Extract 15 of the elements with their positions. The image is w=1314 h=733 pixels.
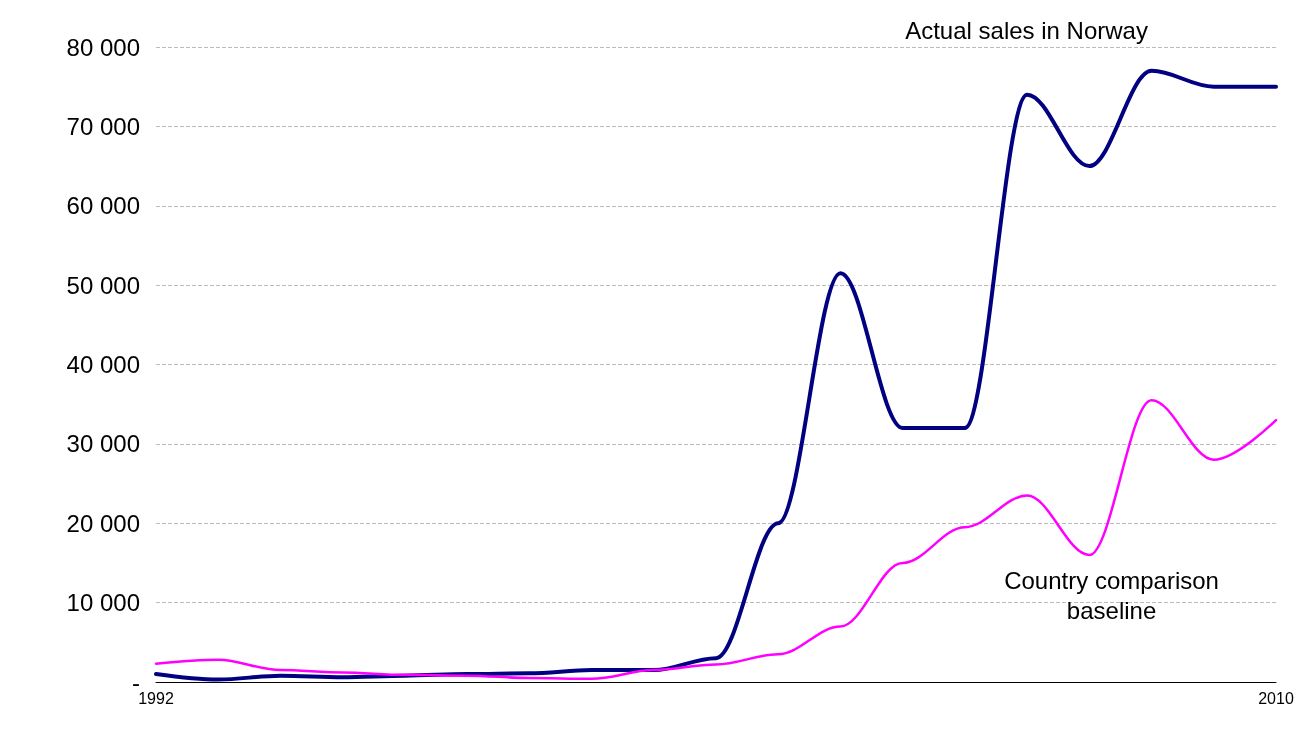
line-series <box>154 398 1278 681</box>
y-tick-label: 60 000 <box>66 192 140 220</box>
y-tick-label: - <box>132 668 140 696</box>
line-series <box>154 68 1278 682</box>
x-tick-label: 1992 <box>138 689 174 707</box>
y-tick-label: 30 000 <box>66 430 140 458</box>
y-tick-label: 50 000 <box>66 271 140 299</box>
y-tick-label: 20 000 <box>66 509 140 537</box>
series-label: Actual sales in Norway <box>905 17 1148 45</box>
y-tick-label: 80 000 <box>66 33 140 61</box>
x-tick-label: 2010 <box>1258 689 1294 707</box>
y-tick-label: 10 000 <box>66 589 140 617</box>
y-tick-label: 70 000 <box>66 112 140 140</box>
series-label: Country comparison baseline <box>1004 566 1219 624</box>
y-tick-label: 40 000 <box>66 351 140 378</box>
